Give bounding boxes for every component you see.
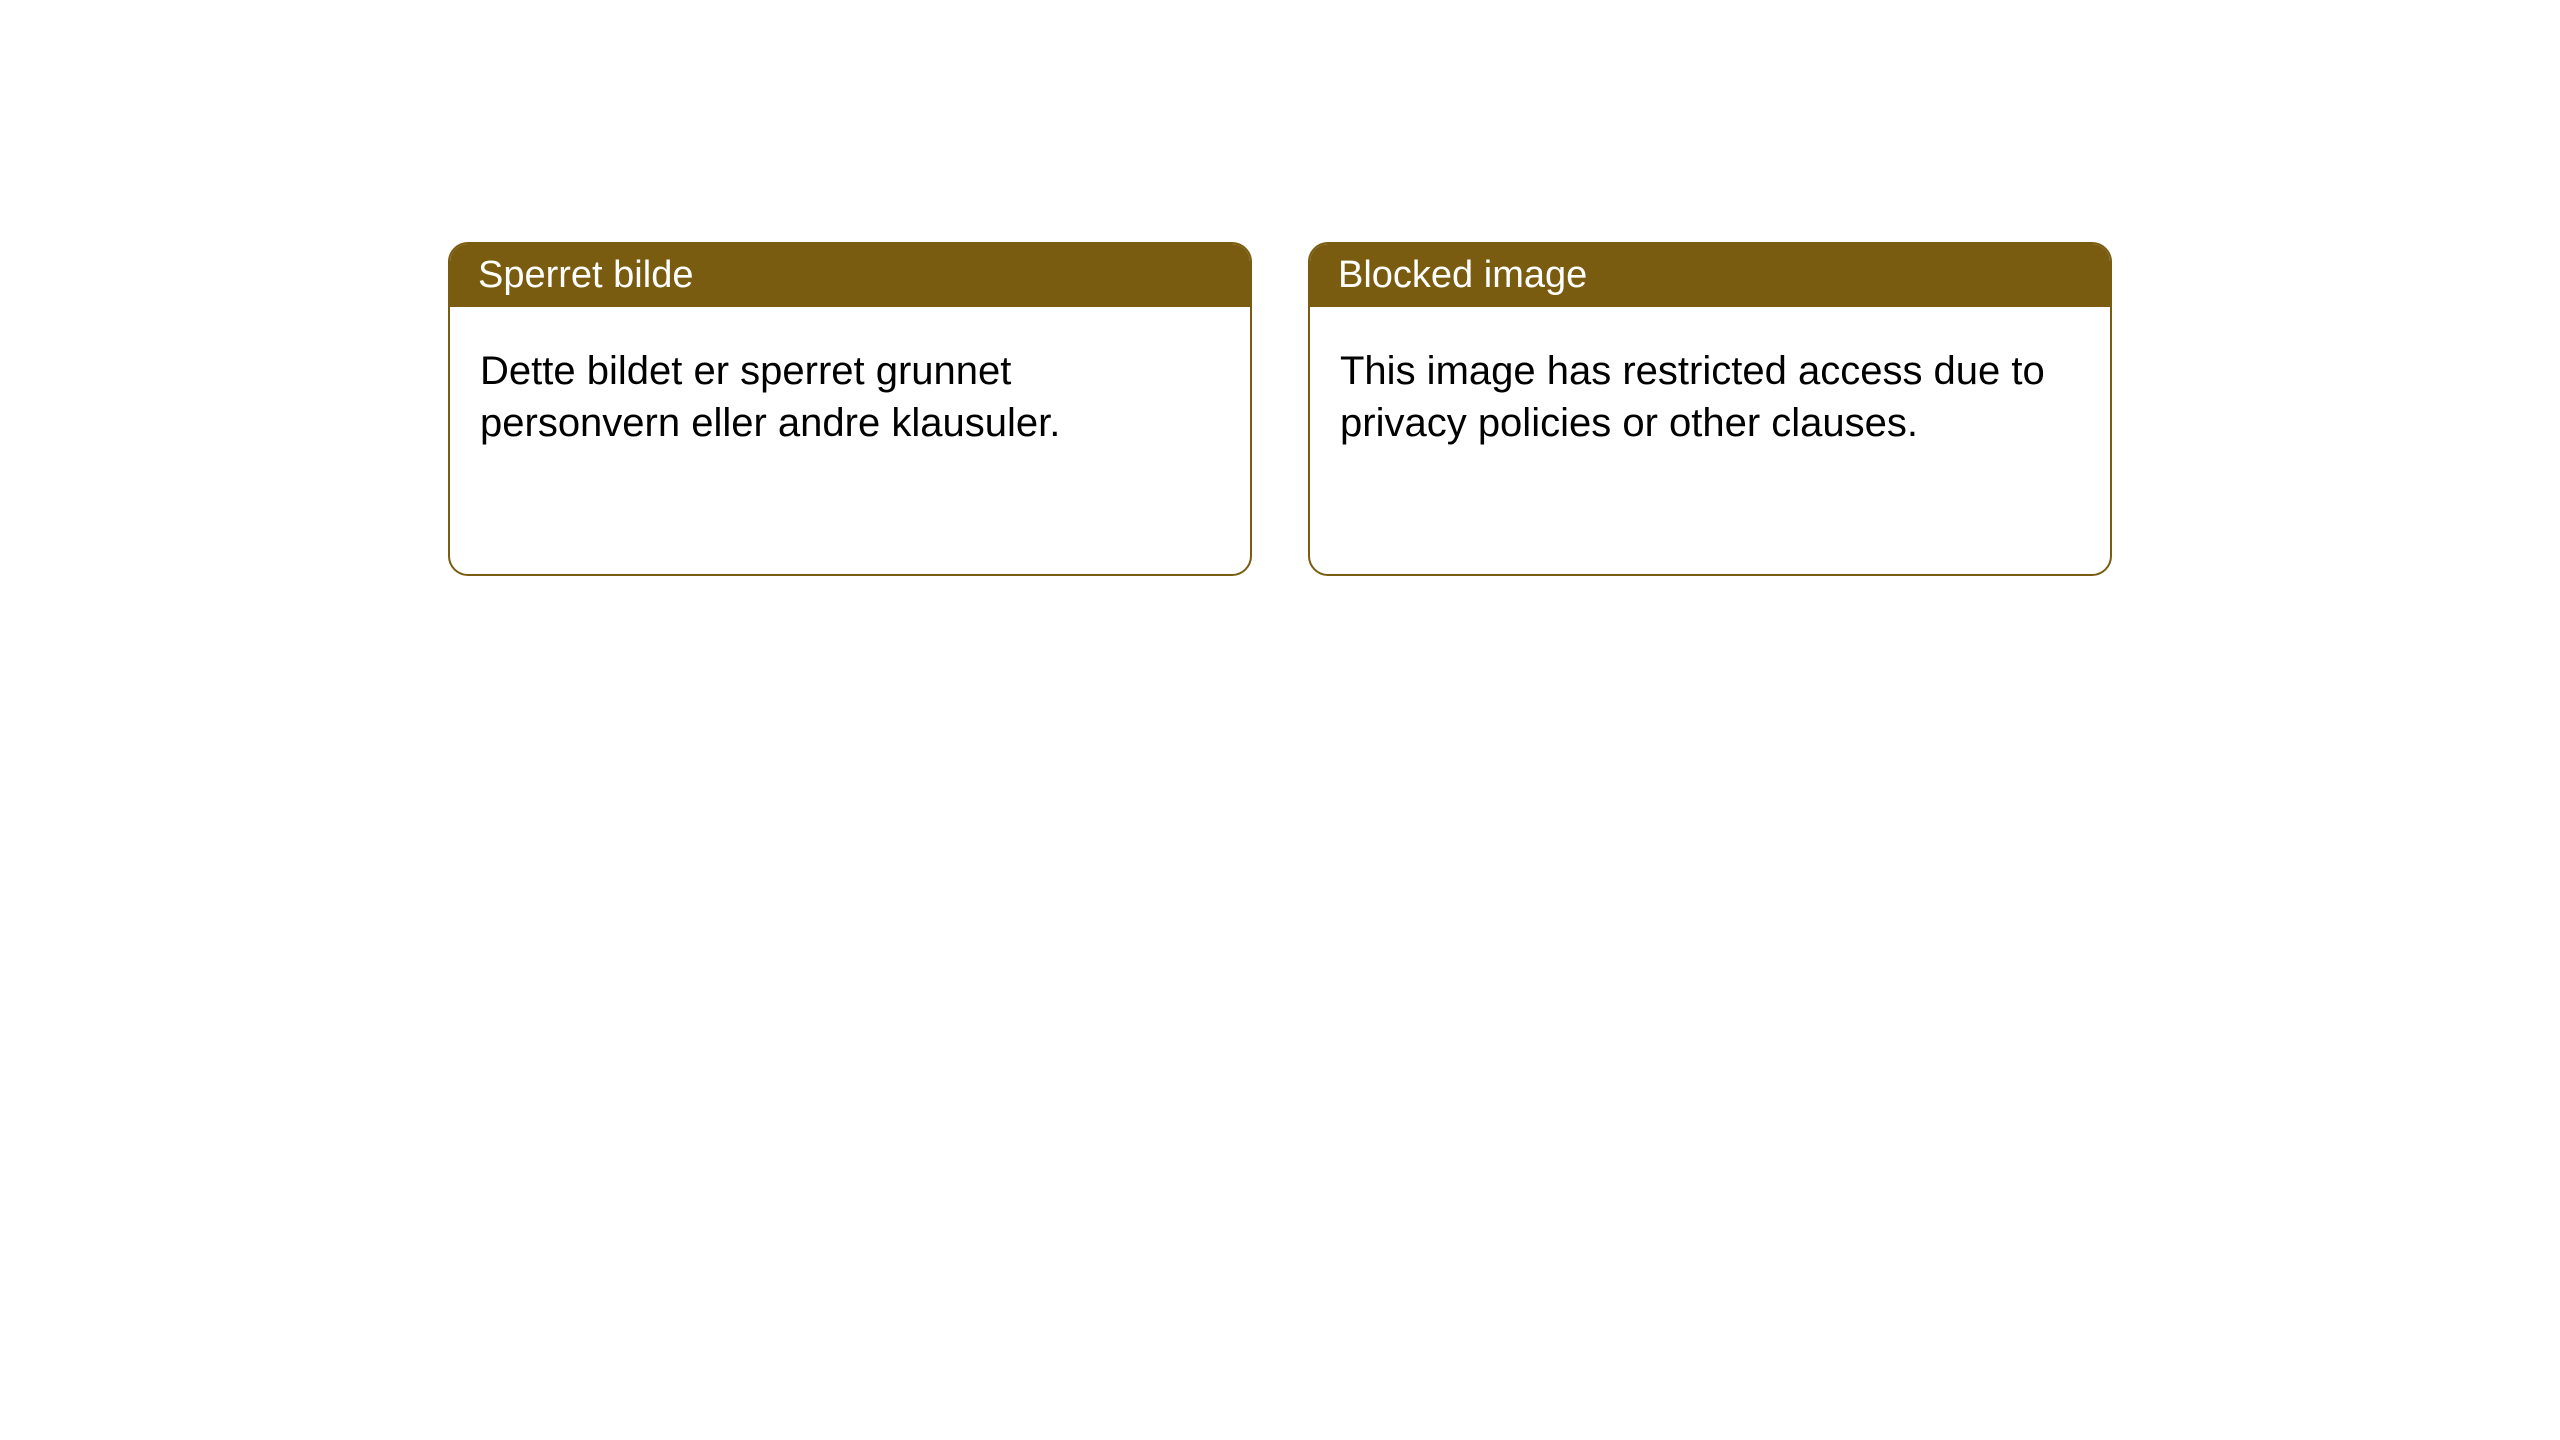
notice-title-no: Sperret bilde	[450, 244, 1250, 307]
notice-body-no: Dette bildet er sperret grunnet personve…	[450, 307, 1250, 487]
notices-container: Sperret bilde Dette bildet er sperret gr…	[0, 0, 2560, 576]
notice-card-no: Sperret bilde Dette bildet er sperret gr…	[448, 242, 1252, 576]
notice-card-en: Blocked image This image has restricted …	[1308, 242, 2112, 576]
notice-title-en: Blocked image	[1310, 244, 2110, 307]
notice-body-en: This image has restricted access due to …	[1310, 307, 2110, 487]
